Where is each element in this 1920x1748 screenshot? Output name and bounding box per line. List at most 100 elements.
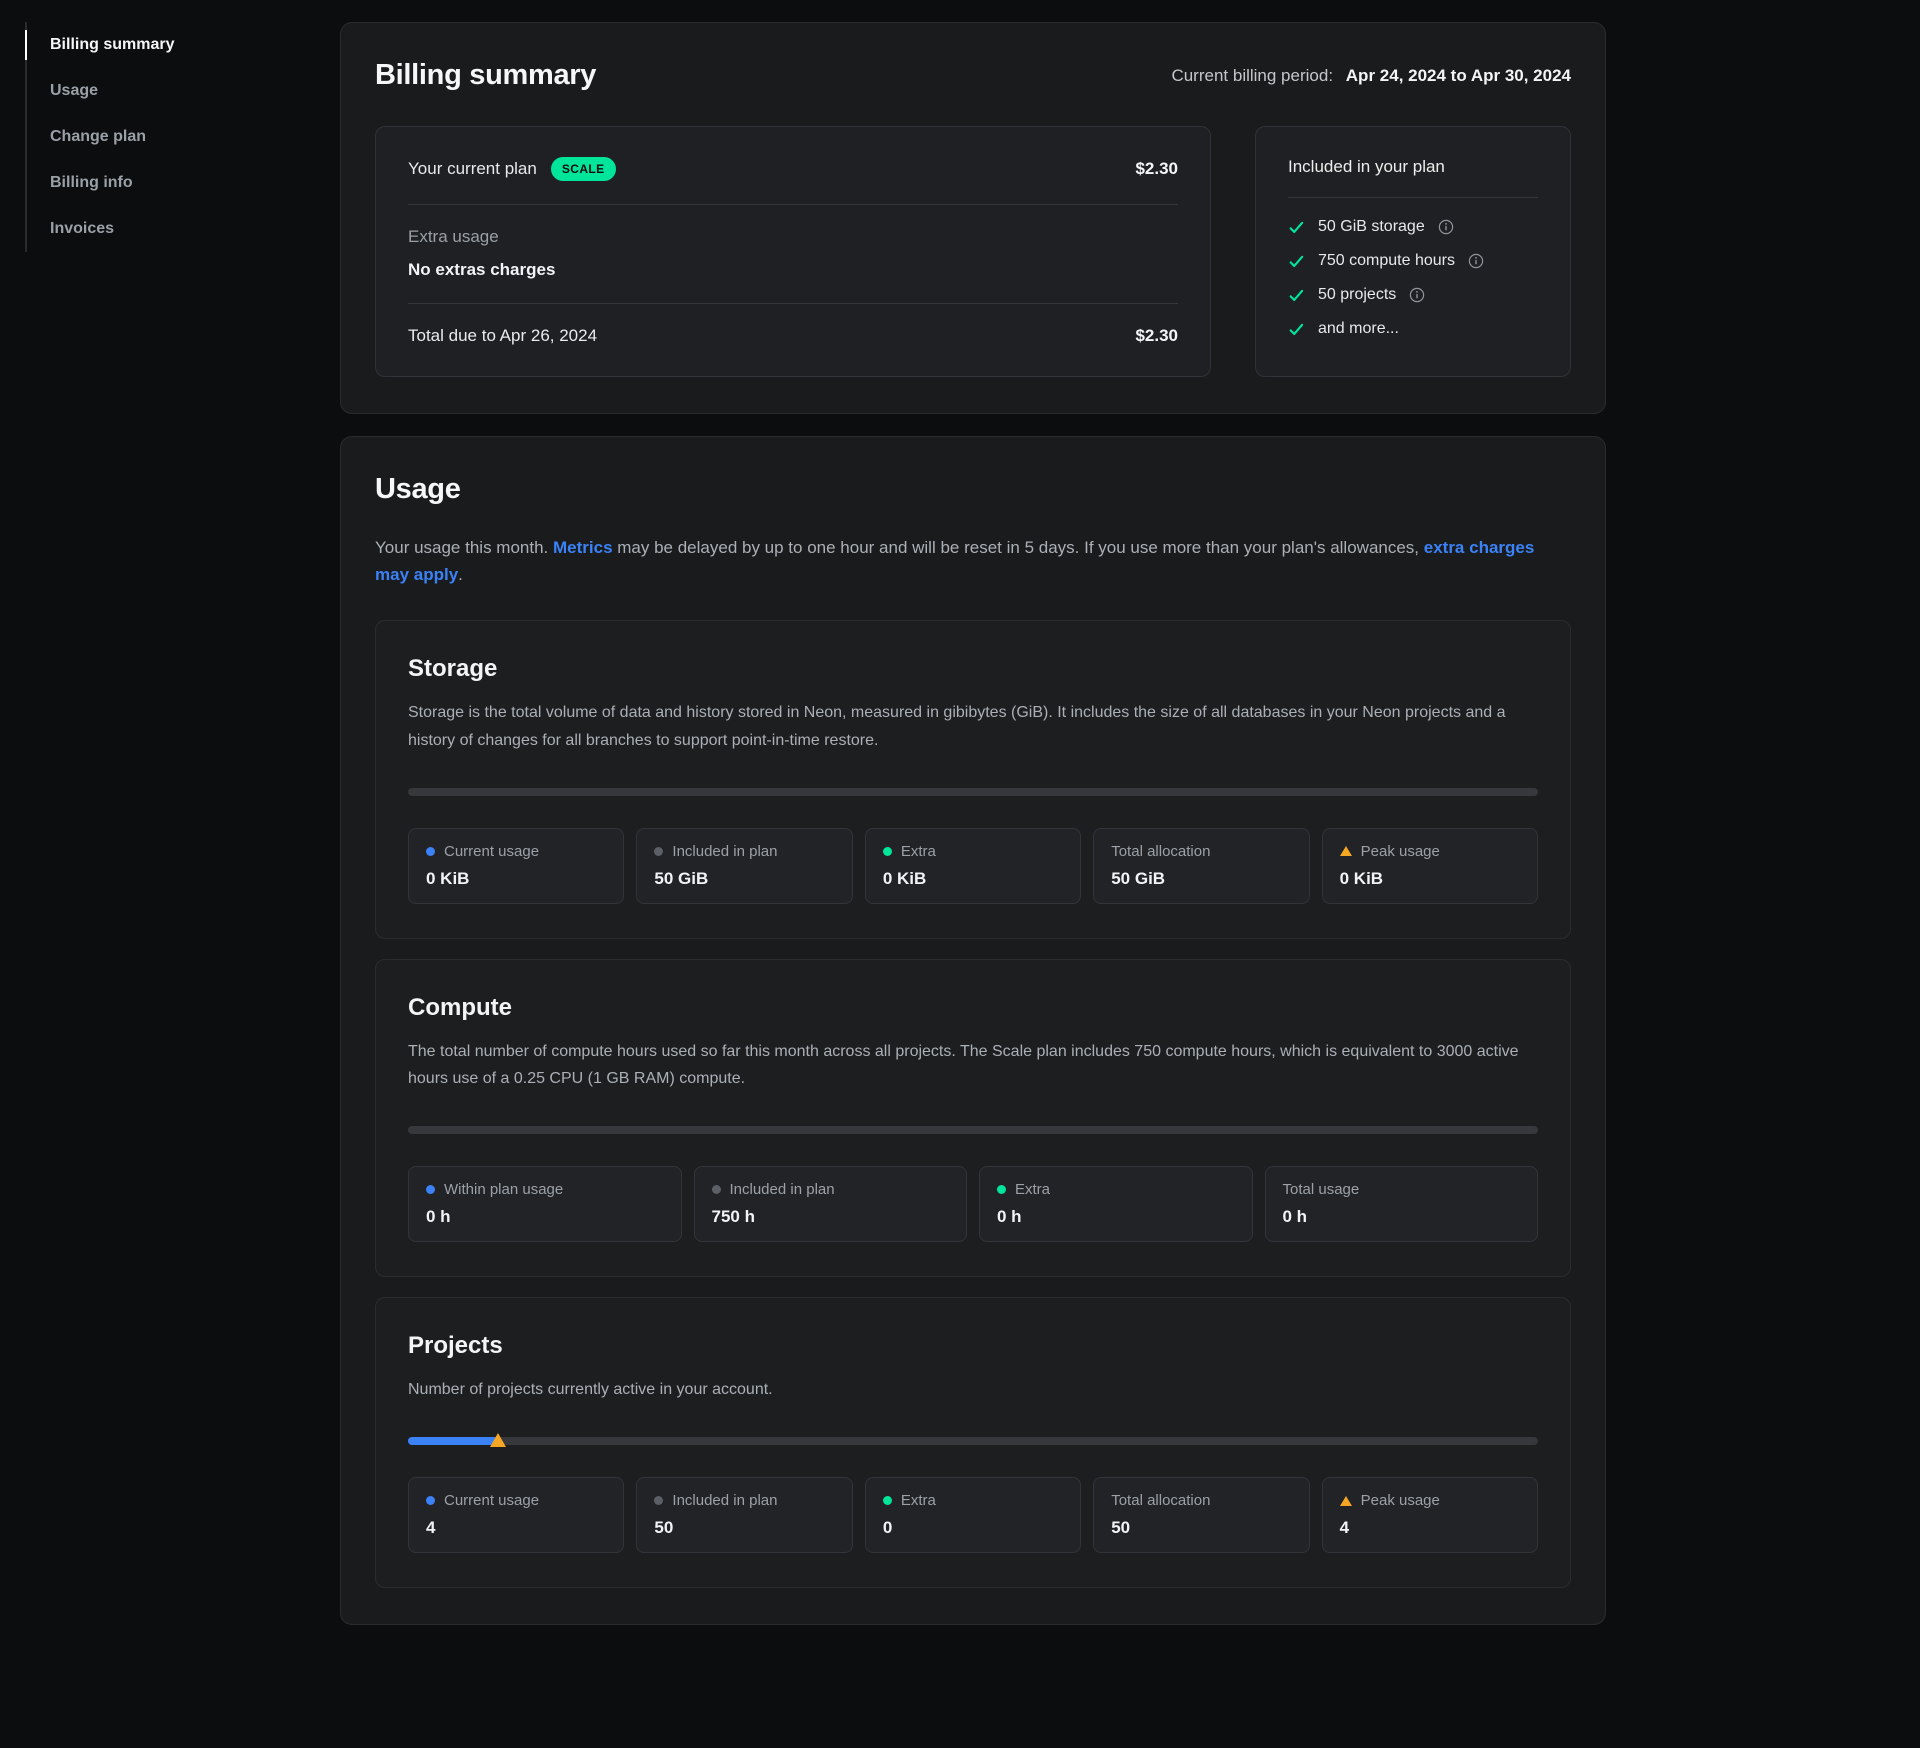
plan-row: Your current plan SCALE $2.30 (408, 157, 1178, 181)
stat-value: 0 h (1283, 1207, 1521, 1227)
stat-value: 50 (1111, 1518, 1291, 1538)
green-dot-icon (997, 1185, 1006, 1194)
stat-label: Total usage (1283, 1181, 1360, 1198)
gray-dot-icon (654, 1496, 663, 1505)
stat-value: 0 KiB (883, 869, 1063, 889)
extra-usage-block: Extra usage No extras charges (408, 227, 1178, 280)
stat-included-in-plan: Included in plan 50 (636, 1477, 852, 1553)
stat-extra: Extra 0 (865, 1477, 1081, 1553)
included-title: Included in your plan (1288, 157, 1538, 177)
stat-label: Total allocation (1111, 1492, 1210, 1509)
plan-label-text: Your current plan (408, 159, 537, 179)
stat-label-row: Current usage (426, 1492, 606, 1509)
compute-description: The total number of compute hours used s… (408, 1038, 1538, 1092)
stat-extra: Extra 0 KiB (865, 828, 1081, 904)
storage-section: Storage Storage is the total volume of d… (375, 620, 1571, 938)
extra-usage-value: No extras charges (408, 260, 1178, 280)
storage-section-title: Storage (408, 655, 1538, 683)
plan-feature-label: 750 compute hours (1318, 252, 1455, 270)
sidebar-item-invoices[interactable]: Invoices (27, 206, 340, 252)
plan-amount: $2.30 (1135, 159, 1178, 179)
stat-total-usage: Total usage 0 h (1265, 1166, 1539, 1242)
stat-label-row: Peak usage (1340, 1492, 1520, 1509)
billing-period: Current billing period: Apr 24, 2024 to … (1171, 66, 1571, 86)
compute-progress-bar (408, 1126, 1538, 1134)
stat-label-row: Extra (883, 1492, 1063, 1509)
stat-value: 50 GiB (1111, 869, 1291, 889)
sidebar-item-usage[interactable]: Usage (27, 68, 340, 114)
green-dot-icon (883, 847, 892, 856)
intro-text: may be delayed by up to one hour and wil… (613, 538, 1424, 557)
stat-peak-usage: Peak usage 0 KiB (1322, 828, 1538, 904)
stat-included-in-plan: Included in plan 750 h (694, 1166, 968, 1242)
stat-label: Peak usage (1361, 843, 1440, 860)
divider (408, 303, 1178, 304)
billing-summary-title: Billing summary (375, 59, 596, 92)
sidebar-item-billing-summary[interactable]: Billing summary (27, 22, 340, 68)
stat-label-row: Within plan usage (426, 1181, 664, 1198)
stat-value: 4 (1340, 1518, 1520, 1538)
blue-dot-icon (426, 1496, 435, 1505)
stat-value: 0 h (997, 1207, 1235, 1227)
stat-label: Extra (901, 843, 936, 860)
stat-label-row: Included in plan (712, 1181, 950, 1198)
stat-within-plan-usage: Within plan usage 0 h (408, 1166, 682, 1242)
stat-label: Current usage (444, 1492, 539, 1509)
projects-stats: Current usage 4 Included in plan 50 Extr… (408, 1477, 1538, 1553)
stat-label: Included in plan (672, 843, 777, 860)
billing-period-value: Apr 24, 2024 to Apr 30, 2024 (1346, 66, 1571, 85)
plan-feature-storage: 50 GiB storage (1288, 210, 1538, 244)
info-icon[interactable] (1438, 219, 1454, 235)
peak-triangle-icon (1340, 1496, 1352, 1506)
sidebar-item-billing-info[interactable]: Billing info (27, 160, 340, 206)
projects-description: Number of projects currently active in y… (408, 1376, 1538, 1403)
plan-badge: SCALE (551, 157, 616, 181)
blue-dot-icon (426, 1185, 435, 1194)
check-icon (1288, 287, 1305, 304)
billing-panels: Your current plan SCALE $2.30 Extra usag… (375, 126, 1571, 377)
stat-current-usage: Current usage 0 KiB (408, 828, 624, 904)
stat-peak-usage: Peak usage 4 (1322, 1477, 1538, 1553)
stat-included-in-plan: Included in plan 50 GiB (636, 828, 852, 904)
intro-text: Your usage this month. (375, 538, 553, 557)
green-dot-icon (883, 1496, 892, 1505)
usage-title: Usage (375, 473, 1571, 506)
stat-label-row: Extra (883, 843, 1063, 860)
projects-progress-bar (408, 1437, 1538, 1445)
check-icon (1288, 253, 1305, 270)
plan-feature-projects: 50 projects (1288, 278, 1538, 312)
plan-label: Your current plan SCALE (408, 157, 616, 181)
divider (1288, 197, 1538, 198)
stat-total-allocation: Total allocation 50 (1093, 1477, 1309, 1553)
stat-label-row: Included in plan (654, 843, 834, 860)
compute-section-title: Compute (408, 994, 1538, 1022)
peak-triangle-icon (1340, 846, 1352, 856)
storage-stats: Current usage 0 KiB Included in plan 50 … (408, 828, 1538, 904)
stat-label-row: Total allocation (1111, 1492, 1291, 1509)
stat-label: Extra (901, 1492, 936, 1509)
stat-value: 4 (426, 1518, 606, 1538)
check-icon (1288, 321, 1305, 338)
billing-period-label: Current billing period: (1171, 66, 1333, 85)
stat-value: 0 KiB (426, 869, 606, 889)
stat-label: Extra (1015, 1181, 1050, 1198)
check-icon (1288, 219, 1305, 236)
info-icon[interactable] (1409, 287, 1425, 303)
usage-card: Usage Your usage this month. Metrics may… (340, 436, 1606, 1625)
gray-dot-icon (712, 1185, 721, 1194)
sidebar-item-change-plan[interactable]: Change plan (27, 114, 340, 160)
blue-dot-icon (426, 847, 435, 856)
included-in-plan-panel: Included in your plan 50 GiB storage 750… (1255, 126, 1571, 377)
storage-description: Storage is the total volume of data and … (408, 699, 1538, 753)
stat-label-row: Current usage (426, 843, 606, 860)
stat-value: 750 h (712, 1207, 950, 1227)
gray-dot-icon (654, 847, 663, 856)
total-due-label: Total due to Apr 26, 2024 (408, 326, 597, 346)
info-icon[interactable] (1468, 253, 1484, 269)
intro-text: . (458, 565, 463, 584)
usage-sections: Storage Storage is the total volume of d… (375, 620, 1571, 1588)
projects-progress-fill (408, 1437, 498, 1445)
metrics-link[interactable]: Metrics (553, 538, 613, 557)
billing-nav: Billing summary Usage Change plan Billin… (25, 22, 340, 252)
stat-total-allocation: Total allocation 50 GiB (1093, 828, 1309, 904)
